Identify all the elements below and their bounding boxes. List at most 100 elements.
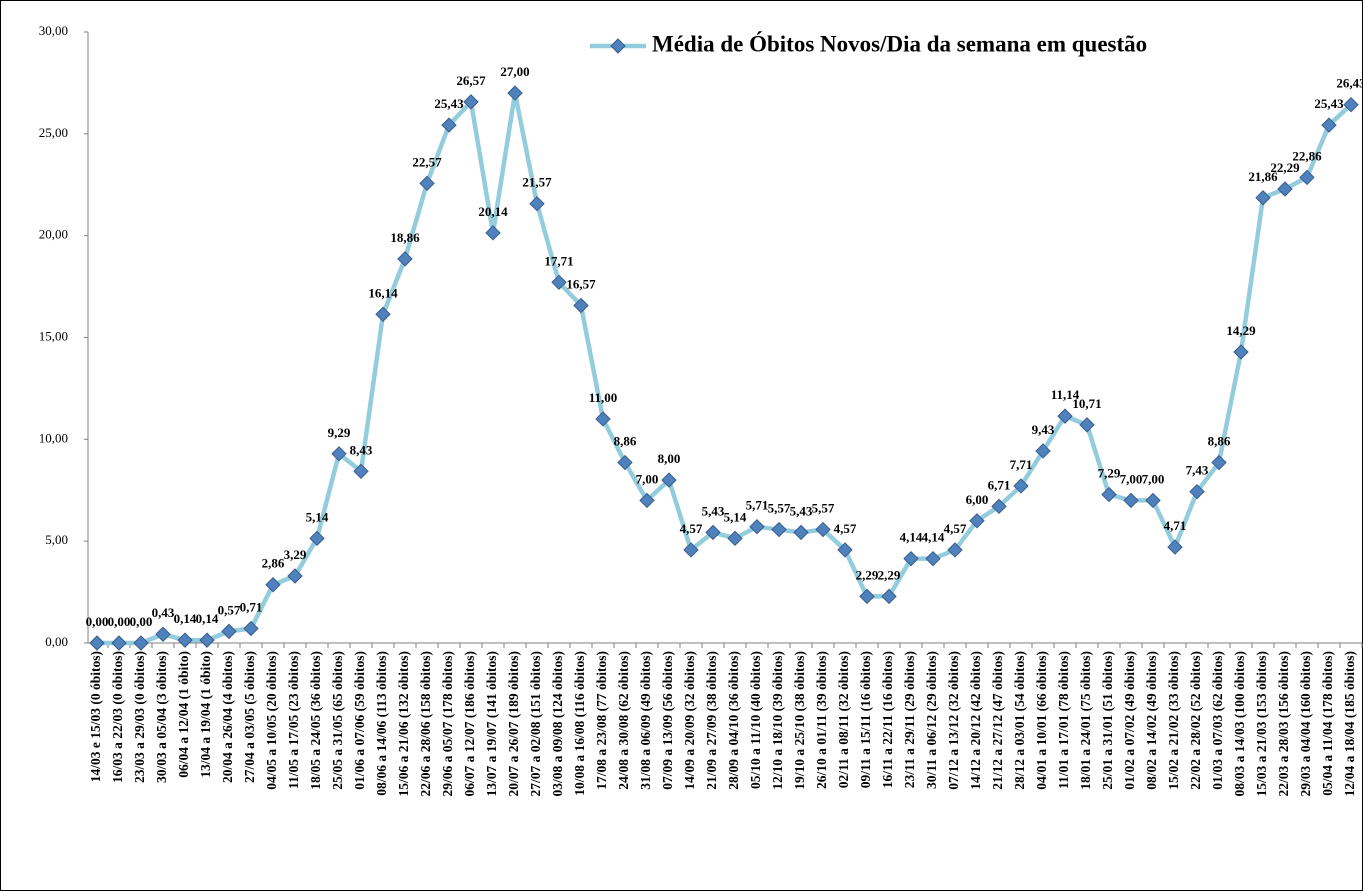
value-label: 17,71 — [544, 253, 573, 268]
x-tick-label: 01/03 a 07/03 (62 óbitos) — [1210, 651, 1225, 790]
value-label: 8,86 — [1208, 434, 1231, 449]
value-label: 22,29 — [1270, 160, 1300, 175]
x-tick-label: 16/03 a 22/03 (0 óbitos) — [110, 651, 125, 783]
x-tick-label: 15/02 a 21/02 (33 óbitos) — [1166, 651, 1181, 790]
x-tick-label: 21/12 a 27/12 (47 óbitos) — [990, 651, 1005, 790]
marker — [1343, 97, 1359, 113]
marker — [639, 492, 655, 509]
x-tick-label: 27/07 a 02/08 (151 óbitos) — [528, 651, 543, 797]
value-label: 22,86 — [1292, 148, 1322, 163]
marker — [815, 521, 831, 538]
y-tick-label: 15,00 — [39, 328, 68, 343]
y-tick-label: 0,00 — [45, 634, 68, 649]
x-tick-label: 13/04 a 19/04 (1 óbito) — [198, 651, 213, 778]
x-tick-label: 22/03 a 28/03 (156 óbitos) — [1276, 651, 1291, 797]
value-label: 7,00 — [1120, 471, 1143, 486]
x-tick-label: 02/11 a 08/11 (32 óbitos) — [836, 651, 851, 788]
value-label: 25,43 — [1314, 96, 1344, 111]
series-line — [97, 90, 1353, 646]
x-tick-label: 29/06 a 05/07 (178 óbitos) — [440, 651, 455, 797]
y-tick-label: 25,00 — [39, 125, 68, 140]
x-tick-label: 06/07 a 12/07 (186 óbitos) — [462, 651, 477, 797]
x-tick-label: 05/04 a 11/04 (178 óbitos) — [1320, 651, 1335, 796]
marker — [661, 472, 677, 488]
x-tick-label: 11/01 a 17/01 (78 óbitos) — [1056, 651, 1071, 789]
x-tick-label: 18/05 a 24/05 (36 óbitos) — [308, 651, 323, 790]
value-label: 2,29 — [878, 567, 901, 582]
marker — [683, 542, 699, 558]
marker — [1101, 486, 1117, 503]
marker — [89, 635, 105, 651]
marker — [749, 518, 765, 535]
x-tick-label: 19/10 a 25/10 (38 óbitos) — [792, 651, 807, 790]
value-label: 21,86 — [1248, 169, 1278, 184]
marker — [441, 117, 457, 133]
x-tick-label: 03/08 a 09/08 (124 óbitos) — [550, 651, 565, 797]
value-label: 4,57 — [944, 521, 967, 536]
value-label: 5,71 — [746, 498, 769, 513]
y-tick-label: 20,00 — [39, 227, 68, 242]
value-label: 6,71 — [988, 477, 1011, 492]
marker — [1233, 344, 1249, 360]
value-label: 0,71 — [240, 600, 263, 615]
legend-marker — [610, 38, 626, 54]
marker — [397, 251, 413, 267]
value-label: 4,14 — [922, 530, 945, 545]
x-tick-label: 24/08 a 30/08 (62 óbitos) — [616, 651, 631, 790]
x-tick-label: 12/10 a 18/10 (39 óbitos) — [770, 651, 785, 790]
value-label: 2,86 — [262, 556, 285, 571]
x-tick-label: 16/11 a 22/11 (16 óbitos) — [880, 651, 895, 788]
marker — [837, 542, 853, 558]
value-label: 26,57 — [456, 73, 486, 88]
marker — [287, 568, 303, 584]
x-tick-label: 28/12 a 03/01 (54 óbitos) — [1012, 651, 1027, 790]
x-tick-label: 30/03 a 05/04 (3 óbitos) — [154, 651, 169, 783]
value-label: 0,00 — [108, 614, 131, 629]
x-tick-label: 08/03 a 14/03 (100 óbitos) — [1232, 651, 1247, 797]
marker — [1079, 417, 1095, 433]
value-label: 9,29 — [328, 425, 351, 440]
x-tick-label: 14/12 a 20/12 (42 óbitos) — [968, 651, 983, 790]
marker — [199, 632, 215, 648]
x-tick-label: 08/02 a 14/02 (49 óbitos) — [1144, 651, 1159, 790]
y-tick-label: 30,00 — [39, 23, 68, 38]
value-label: 5,43 — [790, 503, 813, 518]
x-tick-label: 10/08 a 16/08 (116 óbitos) — [572, 651, 587, 796]
marker — [221, 623, 237, 640]
value-label: 16,14 — [368, 285, 398, 300]
value-label: 4,57 — [834, 521, 857, 536]
marker — [375, 306, 391, 322]
marker — [1299, 169, 1315, 186]
x-tick-label: 25/01 a 31/01 (51 óbitos) — [1100, 651, 1115, 790]
x-tick-label: 07/09 a 13/09 (56 óbitos) — [660, 651, 675, 790]
marker — [265, 577, 281, 593]
value-label: 20,14 — [478, 204, 508, 219]
x-tick-label: 22/02 a 28/02 (52 óbitos) — [1188, 651, 1203, 790]
x-tick-label: 20/07 a 26/07 (189 óbitos) — [506, 651, 521, 797]
value-label: 5,57 — [812, 501, 835, 516]
x-tick-label: 04/01 a 10/01 (66 óbitos) — [1034, 651, 1049, 790]
value-label: 7,71 — [1010, 457, 1033, 472]
marker — [859, 588, 875, 605]
marker — [793, 524, 809, 541]
marker — [177, 632, 193, 648]
value-label: 5,57 — [768, 501, 791, 516]
marker — [947, 542, 963, 558]
marker — [991, 498, 1007, 515]
value-label: 7,29 — [1098, 466, 1121, 481]
value-label: 5,14 — [306, 509, 329, 524]
marker — [485, 225, 501, 241]
value-label: 0,43 — [152, 605, 175, 620]
value-label: 7,43 — [1186, 463, 1209, 478]
x-tick-label: 18/01 a 24/01 (75 óbitos) — [1078, 651, 1093, 790]
value-label: 0,57 — [218, 602, 241, 617]
x-tick-label: 11/05 a 17/05 (23 óbitos) — [286, 651, 301, 789]
value-label: 16,57 — [566, 277, 596, 292]
value-label: 8,00 — [658, 451, 681, 466]
x-tick-label: 22/06 a 28/06 (158 óbitos) — [418, 651, 433, 797]
marker — [1321, 117, 1337, 133]
x-tick-label: 25/05 a 31/05 (65 óbitos) — [330, 651, 345, 790]
value-label: 4,14 — [900, 530, 923, 545]
value-label: 11,00 — [589, 390, 618, 405]
